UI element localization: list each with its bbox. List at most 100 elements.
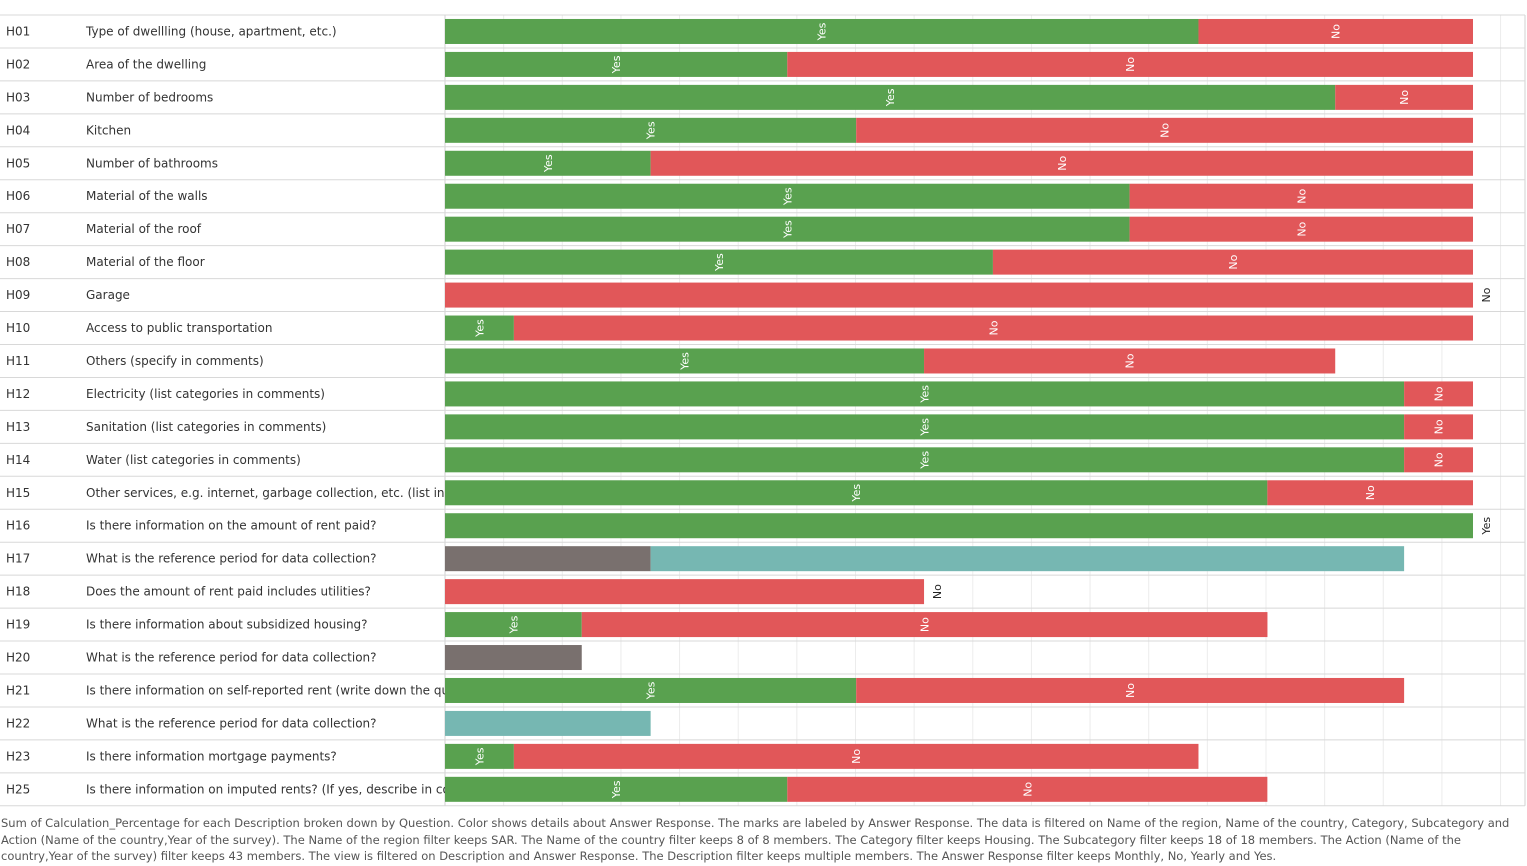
bar-segment-no: [650, 150, 1473, 176]
bar-label-yes: Yes: [884, 88, 897, 107]
row-code: H19: [6, 618, 30, 632]
bar-label-yes: Yes: [507, 615, 520, 634]
bar-segment-no: [513, 315, 1473, 341]
bar-label-yes: Yes: [816, 22, 829, 41]
row-description: Does the amount of rent paid includes ut…: [86, 585, 371, 599]
bar-segment-no: [1129, 216, 1473, 242]
row-code: H16: [6, 519, 30, 533]
row-description: Material of the floor: [86, 255, 205, 269]
row-code: H11: [6, 354, 30, 368]
bar-segment-no: [1335, 84, 1473, 110]
row-description: Is there information mortgage payments?: [86, 749, 337, 763]
bar-segment-no: [1404, 447, 1473, 473]
bar-segment-monthly: [445, 645, 582, 671]
row-description: Area of the dwelling: [86, 57, 206, 71]
bar-label-yes: Yes: [850, 484, 863, 503]
row-code: H01: [6, 24, 30, 38]
row-code: H18: [6, 585, 30, 599]
bar-label-yes: Yes: [473, 319, 486, 338]
bar-segment-yes: [445, 348, 925, 374]
bar-label-no: No: [1159, 123, 1172, 138]
row-layer: H01 Type of dwellling (house, apartment, …: [0, 14, 1525, 807]
bar-segment-yearly: [445, 710, 651, 736]
bar-label-yes: Yes: [919, 451, 932, 470]
bar-segment-yes: [445, 51, 788, 77]
bar-layer: Yes No Yes No Yes No Yes No Yes No Yes No Yes No Yes No…: [445, 18, 1493, 802]
bar-segment-no: [1198, 18, 1473, 44]
row-description: Is there information on imputed rents? (…: [86, 782, 457, 796]
bar-label-no: No: [1124, 353, 1137, 368]
bar-segment-yes: [445, 150, 651, 176]
stacked-bar-chart: H01 Type of dwellling (house, apartment, …: [0, 14, 1526, 807]
row-description: Electricity (list categories in comments…: [86, 387, 325, 401]
bar-label-no: No: [1433, 452, 1446, 467]
bar-segment-no: [856, 117, 1473, 143]
bar-label-no: No: [1330, 24, 1343, 39]
row-description: Is there information on the amount of re…: [86, 519, 376, 533]
bar-label-yes: Yes: [1480, 517, 1493, 536]
row-description: Number of bathrooms: [86, 156, 218, 170]
row-code: H14: [6, 453, 30, 467]
row-description: Kitchen: [86, 123, 131, 137]
row-code: H05: [6, 156, 30, 170]
row-code: H23: [6, 749, 30, 763]
bar-label-no: No: [1124, 683, 1137, 698]
bar-segment-no: [1404, 381, 1473, 407]
bar-segment-no: [445, 579, 925, 605]
bar-segment-no: [581, 612, 1268, 638]
row-description: Material of the walls: [86, 189, 208, 203]
bar-label-yes: Yes: [542, 154, 555, 173]
row-code: H12: [6, 387, 30, 401]
bar-label-no: No: [1295, 188, 1308, 203]
bar-label-yes: Yes: [919, 418, 932, 437]
row-code: H06: [6, 189, 30, 203]
bar-label-no: No: [1021, 782, 1034, 797]
row-description: Other services, e.g. internet, garbage c…: [86, 486, 470, 500]
row-description: Access to public transportation: [86, 321, 272, 335]
bar-label-no: No: [1433, 386, 1446, 401]
bar-label-no: No: [1433, 419, 1446, 434]
bar-segment-monthly: [445, 546, 651, 572]
bar-segment-yes: [445, 513, 1473, 539]
bar-segment-yes: [445, 84, 1336, 110]
row-description: Water (list categories in comments): [86, 453, 301, 467]
bar-segment-yes: [445, 677, 857, 703]
bar-segment-no: [445, 282, 1473, 308]
bar-segment-yes: [445, 743, 514, 769]
bar-label-no: No: [1056, 156, 1069, 171]
row-description: What is the reference period for data co…: [86, 552, 377, 566]
bar-label-no: No: [1480, 287, 1493, 302]
bar-label-yes: Yes: [919, 385, 932, 404]
row-code: H02: [6, 57, 30, 71]
row-description: Sanitation (list categories in comments): [86, 420, 326, 434]
bar-segment-no: [1267, 480, 1473, 506]
row-code: H20: [6, 651, 30, 665]
bar-segment-yes: [445, 183, 1130, 209]
bar-segment-no: [787, 776, 1268, 802]
bar-label-yes: Yes: [645, 121, 658, 140]
bar-segment-yes: [445, 447, 1405, 473]
row-code: H09: [6, 288, 30, 302]
bar-segment-yes: [445, 612, 582, 638]
row-description: What is the reference period for data co…: [86, 716, 377, 730]
row-code: H25: [6, 782, 30, 796]
row-code: H13: [6, 420, 30, 434]
row-code: H15: [6, 486, 30, 500]
row-code: H04: [6, 123, 30, 137]
bar-label-no: No: [919, 617, 932, 632]
bar-label-yes: Yes: [781, 220, 794, 239]
bar-label-yes: Yes: [713, 253, 726, 272]
bar-label-no: No: [1227, 254, 1240, 269]
bar-label-yes: Yes: [781, 187, 794, 206]
bar-segment-yes: [445, 414, 1405, 440]
row-description: Is there information about subsidized ho…: [86, 618, 368, 632]
row-description: Others (specify in comments): [86, 354, 264, 368]
row-description: What is the reference period for data co…: [86, 651, 377, 665]
bar-segment-no: [1129, 183, 1473, 209]
bar-label-yes: Yes: [473, 747, 486, 766]
bar-segment-no: [924, 348, 1336, 374]
row-description: Material of the roof: [86, 222, 202, 236]
bar-segment-yes: [445, 117, 857, 143]
bar-label-no: No: [1124, 57, 1137, 72]
bar-label-no: No: [931, 584, 944, 599]
